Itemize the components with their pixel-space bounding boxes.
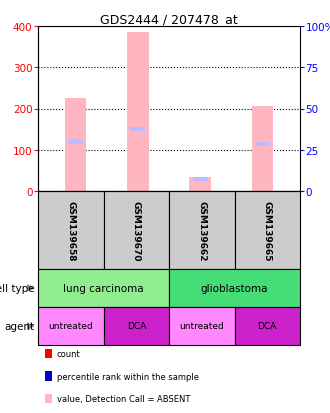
Bar [189,177,211,192]
Bar [169,192,235,269]
Text: untreated: untreated [180,322,224,331]
Text: untreated: untreated [49,322,93,331]
Text: glioblastoma: glioblastoma [201,283,268,293]
Bar [235,192,300,269]
Bar [255,142,270,146]
Text: GSM139665: GSM139665 [263,200,272,261]
Bar [252,107,274,192]
Text: GSM139658: GSM139658 [66,200,75,261]
Text: value, Detection Call = ABSENT: value, Detection Call = ABSENT [57,394,190,404]
Bar [169,269,300,307]
Text: cell type: cell type [0,283,35,293]
Bar [130,128,146,132]
Bar [235,307,300,345]
Bar [38,269,169,307]
Text: count: count [57,349,81,358]
Text: DCA: DCA [127,322,146,331]
Bar [104,192,169,269]
Title: GDS2444 / 207478_at: GDS2444 / 207478_at [100,13,238,26]
Text: GSM139662: GSM139662 [197,200,206,261]
Bar [38,192,104,269]
Bar [127,33,149,192]
Bar [192,177,208,181]
Text: percentile rank within the sample: percentile rank within the sample [57,372,199,381]
Bar [64,99,86,192]
Text: DCA: DCA [258,322,277,331]
Bar [68,140,83,144]
Bar [169,307,235,345]
Text: GSM139670: GSM139670 [132,200,141,261]
Bar [38,307,104,345]
Text: lung carcinoma: lung carcinoma [63,283,144,293]
Text: agent: agent [5,321,35,331]
Bar [104,307,169,345]
